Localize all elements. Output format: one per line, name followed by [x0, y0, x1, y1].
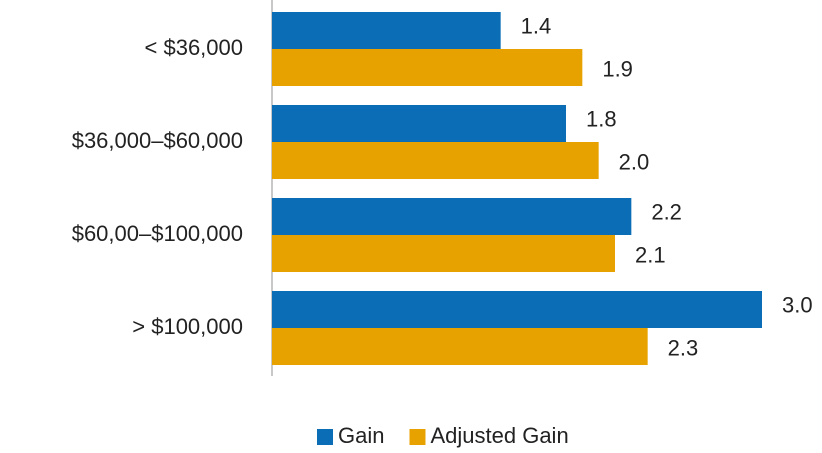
category-label: $36,000–$60,000: [72, 128, 243, 153]
legend-label: Adjusted Gain: [430, 423, 568, 448]
bar: [272, 198, 632, 235]
category-label: > $100,000: [132, 314, 243, 339]
legend-swatch: [317, 429, 333, 445]
category-label: < $36,000: [145, 35, 243, 60]
legend-label: Gain: [338, 423, 384, 448]
bar: [272, 49, 583, 86]
value-label: 2.0: [619, 149, 650, 174]
category-label: $60,00–$100,000: [72, 221, 243, 246]
value-label: 2.2: [651, 199, 682, 224]
value-label: 1.4: [521, 13, 552, 38]
value-label: 1.9: [602, 56, 633, 81]
bar: [272, 291, 762, 328]
bar: [272, 235, 615, 272]
value-label: 2.1: [635, 242, 666, 267]
bar: [272, 142, 599, 179]
value-label: 3.0: [782, 292, 813, 317]
bar: [272, 12, 501, 49]
bar: [272, 328, 648, 365]
legend-swatch: [409, 429, 426, 445]
bar: [272, 105, 566, 142]
value-label: 1.8: [586, 106, 617, 131]
value-label: 2.3: [668, 335, 699, 360]
